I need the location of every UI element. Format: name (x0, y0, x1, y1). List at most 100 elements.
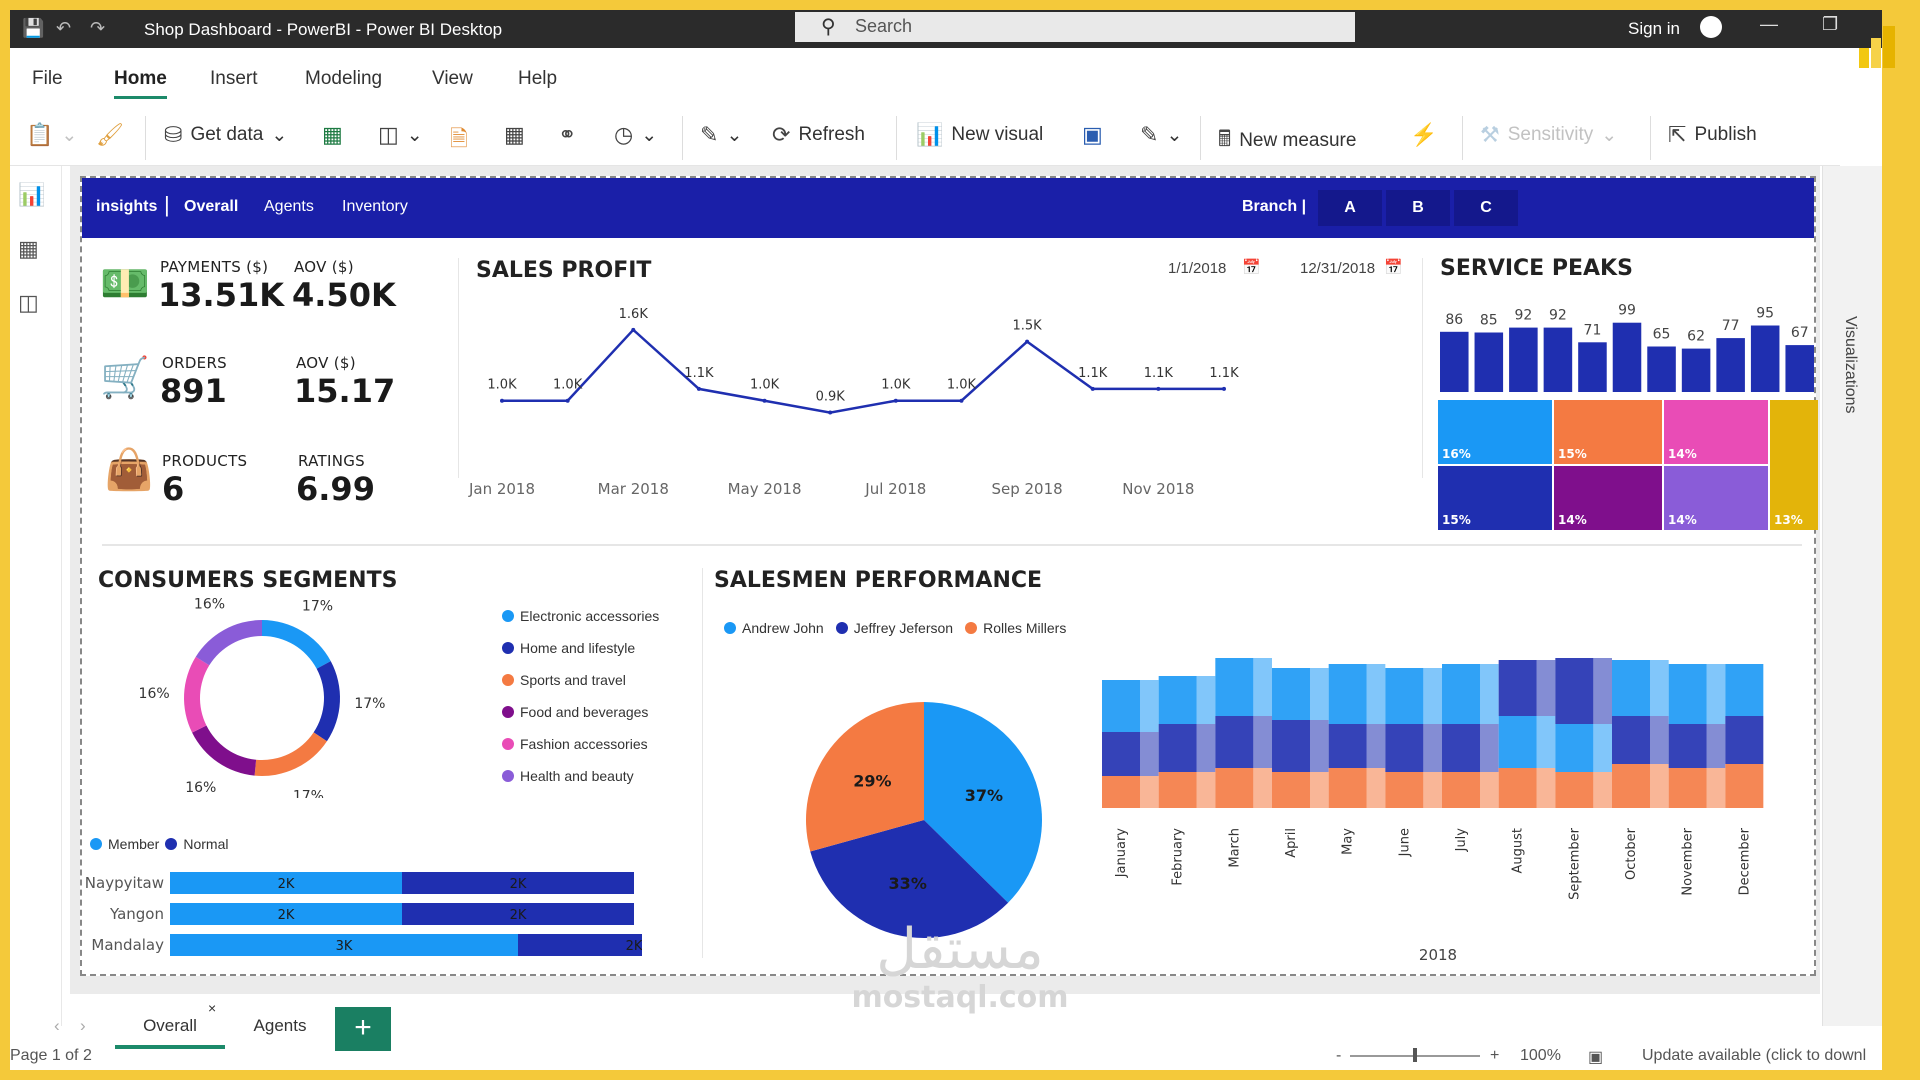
city-bar-label: 2K (278, 877, 295, 892)
branch-button-a[interactable]: A (1318, 190, 1382, 226)
update-notice[interactable]: Update available (click to downl (1642, 1047, 1867, 1064)
minimize-icon[interactable]: — (1760, 14, 1778, 34)
ribbon-band (1650, 764, 1669, 808)
branch-button-c[interactable]: C (1454, 190, 1518, 226)
excel-button[interactable]: ▦ (322, 122, 343, 148)
new-measure-button[interactable]: 🖩 New measure (1218, 122, 1356, 160)
divider (1422, 258, 1423, 478)
redo-icon[interactable]: ↷ (90, 18, 106, 38)
date-from[interactable]: 1/1/2018 (1168, 260, 1227, 277)
salesmen-pie-chart[interactable]: 37% 33% 29% (794, 690, 1054, 950)
menu-help[interactable]: Help (518, 68, 558, 89)
menu-insert[interactable]: Insert (210, 68, 258, 89)
refresh-button[interactable]: ⟳ Refresh (772, 122, 865, 148)
calculator-icon: 🖩 (1218, 126, 1232, 151)
close-tab-icon[interactable]: × (208, 1000, 217, 1016)
city-member-bar-chart[interactable]: Naypyitaw 2K 2K Yangon 2K 2K Mandalay 3K 2K (82, 866, 642, 966)
sales-profit-x-tick: Sep 2018 (991, 480, 1062, 498)
menu-home[interactable]: Home (114, 68, 167, 99)
legend-label: Food and beverages (520, 704, 649, 720)
calendar-icon[interactable]: 📅 (1242, 259, 1261, 276)
service-peaks-treemap[interactable]: 16% 15% 15% 14% 14% 14% 13% (1438, 400, 1818, 532)
sales-profit-data-label: 1.5K (1012, 319, 1042, 334)
report-view-icon[interactable]: 📊 (18, 182, 46, 207)
sales-profit-data-label: 1.0K (881, 378, 911, 393)
zoom-out-icon[interactable]: - (1336, 1047, 1342, 1064)
model-view-icon[interactable]: ◫ (18, 290, 39, 315)
menu-view[interactable]: View (432, 68, 473, 89)
zoom-thumb[interactable] (1413, 1048, 1417, 1062)
add-page-button[interactable]: + (335, 1007, 391, 1051)
more-visuals-button[interactable]: ✎ ⌄ (1140, 122, 1182, 148)
ribbon-segment (1102, 776, 1140, 808)
page-tabs: ‹ › Overall × Agents + (10, 995, 1882, 1051)
ribbon-segment (1328, 724, 1367, 768)
consumers-donut-chart[interactable]: 17% 17% 17% 16% 16% 16% (122, 598, 402, 798)
service-peaks-bar (1474, 332, 1504, 392)
dataset-button[interactable]: ◫ ⌄ (378, 122, 423, 148)
publish-button[interactable]: ⇱ Publish (1668, 122, 1757, 148)
text-box-button[interactable]: ▣ (1082, 122, 1103, 148)
tab-scroll-left-icon[interactable]: ‹ (54, 1016, 60, 1035)
service-peaks-bar-label: 62 (1687, 329, 1705, 345)
get-data-button[interactable]: ⛁ Get data ⌄ (164, 122, 287, 148)
treemap-cell (1770, 400, 1818, 530)
city-label: Naypyitaw (85, 874, 164, 892)
date-to[interactable]: 12/31/2018 (1300, 260, 1376, 277)
sales-profit-point (1156, 386, 1161, 391)
tab-overall[interactable]: Overall (115, 1005, 225, 1049)
nav-item-inventory[interactable]: Inventory (342, 198, 408, 215)
ribbon-band (1650, 660, 1669, 716)
format-painter-button[interactable]: 🖌 (96, 122, 124, 148)
treemap-cell-label: 14% (1558, 513, 1587, 527)
donut-slice (184, 656, 210, 733)
paste-button[interactable]: 📋 ⌄ (26, 122, 77, 148)
ribbon-x-axis-label: 2018 (1419, 946, 1457, 964)
branch-button-b[interactable]: B (1386, 190, 1450, 226)
legend-item: Home and lifestyle (502, 640, 635, 656)
calendar-icon[interactable]: 📅 (1384, 259, 1403, 276)
kpi-label: RATINGS (298, 452, 365, 470)
sources-button[interactable]: ⚭ (558, 122, 576, 148)
service-peaks-bar-chart[interactable]: 86 85 92 92 71 99 65 62 77 95 67 (1438, 288, 1818, 398)
undo-icon[interactable]: ↶ (56, 18, 72, 38)
monthly-ribbon-chart[interactable]: January February March April May June July Augu… (1098, 658, 1808, 968)
fit-page-icon[interactable]: ▣ (1588, 1049, 1604, 1066)
recent-sources-button[interactable]: ◷ ⌄ (614, 122, 657, 148)
city-label: Yangon (109, 905, 164, 923)
legend-rolles: Rolles Millers (983, 620, 1067, 636)
document-icon: 🗎 (450, 126, 468, 151)
legend-dot (965, 622, 978, 634)
avatar[interactable] (1700, 16, 1722, 38)
nav-item-agents[interactable]: Agents (264, 198, 314, 215)
sensitivity-button[interactable]: ⚒ Sensitivity ⌄ (1480, 122, 1617, 148)
quick-measure-button[interactable]: ⚡ (1410, 122, 1437, 148)
ribbon-segment (1385, 772, 1424, 808)
dataverse-button[interactable]: 🗎 (450, 122, 468, 160)
new-visual-button[interactable]: 📊 New visual (916, 122, 1043, 148)
database-icon: ⛁ (164, 122, 183, 147)
service-peaks-bar-label: 92 (1514, 308, 1532, 324)
search-box[interactable]: ⚲ Search (795, 12, 1355, 42)
sales-profit-line-chart[interactable]: 1.0K 1.0K 1.6K 1.1K 1.0K 0.9K 1.0K 1.0K 1.5K 1.1K… (462, 278, 1462, 508)
visualizations-pane[interactable]: Visualizations (1822, 166, 1882, 1026)
tab-agents[interactable]: Agents (253, 1016, 307, 1035)
ribbon-band (1423, 668, 1442, 724)
ribbon-segment (1725, 716, 1764, 764)
treemap-cell-label: 15% (1558, 447, 1587, 461)
legend-dot (502, 674, 514, 686)
restore-icon[interactable]: ❐ (1822, 14, 1839, 34)
sales-profit-x-tick: Nov 2018 (1122, 480, 1194, 498)
menu-file[interactable]: File (32, 68, 63, 89)
data-view-icon[interactable]: ▦ (18, 236, 39, 261)
transform-button[interactable]: ✎ ⌄ (700, 122, 742, 148)
service-peaks-bar-label: 86 (1445, 312, 1463, 328)
menu-modeling[interactable]: Modeling (305, 68, 383, 89)
enter-data-button[interactable]: ▦ (504, 122, 525, 148)
tab-scroll-right-icon[interactable]: › (80, 1016, 86, 1035)
sign-in-link[interactable]: Sign in (1628, 19, 1680, 38)
save-icon[interactable]: 💾 (22, 18, 45, 38)
nav-item-overall[interactable]: Overall (184, 198, 239, 215)
legend-label: Electronic accessories (520, 608, 660, 624)
zoom-in-icon[interactable]: + (1490, 1047, 1500, 1064)
